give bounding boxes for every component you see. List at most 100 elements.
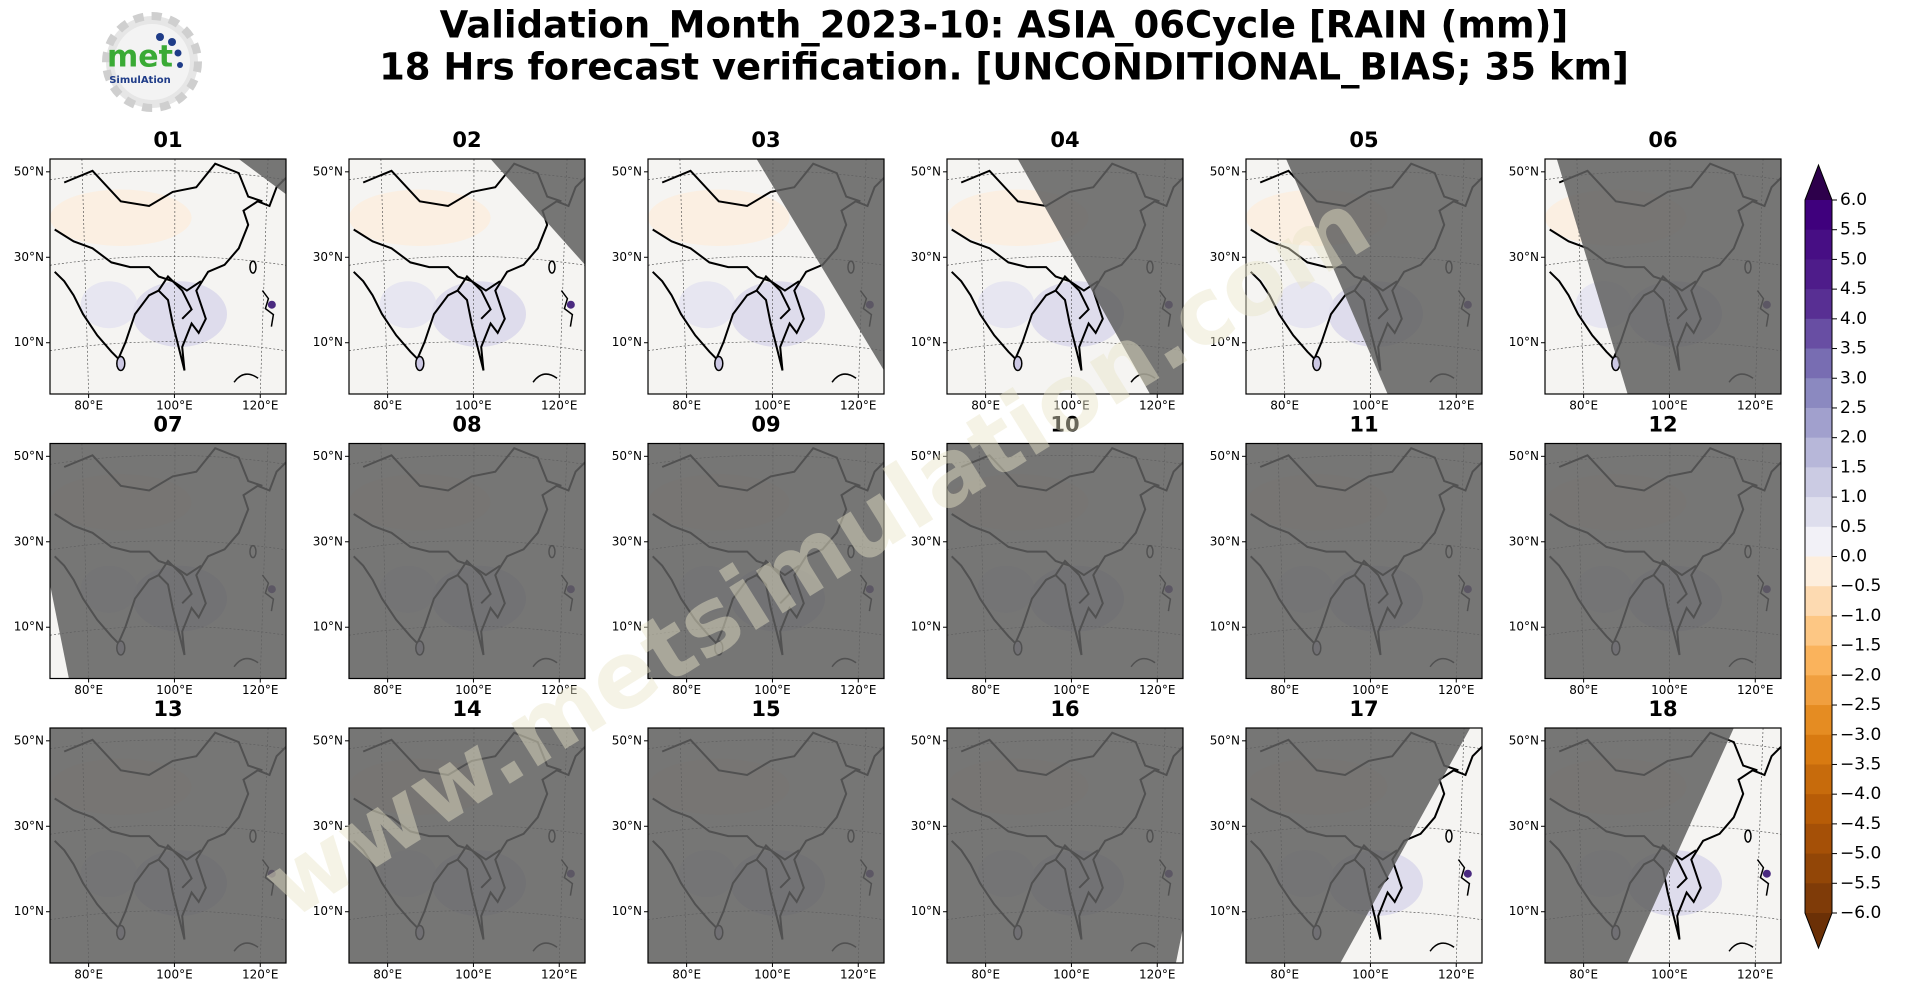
x-tick-label: 100°E <box>1053 399 1090 413</box>
rain-field <box>379 281 437 329</box>
night-shade <box>648 443 884 679</box>
panel-frame <box>1544 158 1782 395</box>
colorbar-tick-label: 1.5 <box>1840 457 1867 477</box>
graticule-line <box>1071 159 1073 394</box>
colorbar-bin <box>1805 615 1832 647</box>
y-tick-label: 10°N <box>1210 620 1240 634</box>
x-tick-label: 80°E <box>74 399 103 413</box>
y-tick-label: 10°N <box>1210 335 1240 349</box>
rain-field <box>50 189 192 246</box>
colorbar-tick-label: −1.0 <box>1840 606 1881 626</box>
night-shade <box>349 443 585 679</box>
colorbar-bin <box>1805 407 1832 439</box>
colorbar-tick-label: 3.5 <box>1840 339 1867 359</box>
y-tick-label: 10°N <box>1210 904 1240 918</box>
x-tick-label: 80°E <box>672 683 701 697</box>
coastline <box>54 228 202 292</box>
colorbar-extend-bottom <box>1805 913 1832 948</box>
night-shade <box>50 443 286 679</box>
y-tick-label: 50°N <box>1210 733 1240 747</box>
island <box>1445 829 1453 843</box>
panel-frame <box>1245 442 1483 680</box>
panel-title: 17 <box>1349 697 1378 721</box>
panel-title: 18 <box>1648 697 1677 721</box>
y-tick-label: 50°N <box>1509 449 1539 463</box>
graticule-line <box>259 159 269 394</box>
x-tick-label: 120°E <box>1737 399 1774 413</box>
logo-dot <box>168 38 176 46</box>
logo: met SimulAtion <box>102 12 202 112</box>
island <box>714 355 724 372</box>
island <box>532 373 558 383</box>
y-tick-label: 10°N <box>313 904 343 918</box>
map-panel: 10 50°N 30°N 10°N 80°E 100°E 120°E <box>911 413 1184 697</box>
colorbar-bin <box>1805 497 1832 528</box>
y-tick-label: 10°N <box>313 335 343 349</box>
map-panel: 08 50°N 30°N 10°N 80°E 100°E 120°E <box>313 413 586 697</box>
coastline <box>353 228 501 292</box>
island <box>1728 942 1754 952</box>
rain-field <box>566 300 575 309</box>
coastline <box>951 228 1099 292</box>
night-shade <box>756 159 884 371</box>
night-shade <box>1545 443 1781 679</box>
colorbar-bin <box>1805 348 1832 379</box>
coastline <box>456 274 492 320</box>
x-tick-label: 120°E <box>1139 683 1176 697</box>
graticule-line <box>50 341 286 352</box>
graticule-line <box>1455 728 1465 963</box>
x-tick-label: 80°E <box>971 968 1000 982</box>
x-tick-label: 100°E <box>1352 683 1389 697</box>
x-tick-label: 100°E <box>754 968 791 982</box>
island <box>1013 355 1023 372</box>
y-tick-label: 30°N <box>1509 250 1539 264</box>
night-shade <box>50 728 286 963</box>
island <box>1312 355 1322 372</box>
panel-title: 15 <box>751 697 780 721</box>
y-tick-label: 30°N <box>911 250 941 264</box>
colorbar-bin <box>1805 675 1832 706</box>
y-tick-label: 50°N <box>1509 733 1539 747</box>
graticule-line <box>772 159 774 394</box>
map-panel: 01 50°N 30°N 10°N 80°E 100°E 120°E <box>14 128 287 413</box>
x-tick-label: 100°E <box>156 968 193 982</box>
x-tick-label: 100°E <box>754 399 791 413</box>
rain-field <box>678 281 736 329</box>
y-tick-label: 30°N <box>313 534 343 548</box>
colorbar-tick-label: 1.0 <box>1840 487 1867 507</box>
y-tick-label: 10°N <box>612 620 642 634</box>
x-tick-label: 100°E <box>156 683 193 697</box>
graticule-line <box>1246 341 1482 352</box>
colorbar-bin <box>1805 526 1832 557</box>
colorbar-tick-label: 5.0 <box>1840 249 1867 269</box>
night-shade <box>947 443 1183 679</box>
panel-frame <box>49 727 287 964</box>
night-shade <box>648 728 884 963</box>
coastline <box>53 177 286 371</box>
map-panel: 11 50°N 30°N 10°N 80°E 100°E 120°E <box>1210 413 1483 697</box>
island <box>233 373 259 383</box>
y-tick-label: 50°N <box>911 449 941 463</box>
rain-field <box>132 281 227 347</box>
graticule-line <box>1576 159 1584 394</box>
y-tick-label: 50°N <box>911 733 941 747</box>
y-tick-label: 10°N <box>1509 335 1539 349</box>
colorbar-tick-label: −5.0 <box>1840 844 1881 864</box>
logo-dot <box>174 49 182 57</box>
y-tick-label: 10°N <box>14 904 44 918</box>
x-tick-label: 100°E <box>455 399 492 413</box>
y-tick-label: 10°N <box>911 335 941 349</box>
graticule-line <box>947 255 1183 266</box>
y-tick-label: 10°N <box>612 904 642 918</box>
colorbar-tick-label: −2.5 <box>1840 695 1881 715</box>
panel-frame <box>49 442 287 680</box>
panel-title: 14 <box>452 697 481 721</box>
map-panel: 09 50°N 30°N 10°N 80°E 100°E 120°E <box>612 413 885 697</box>
x-tick-label: 100°E <box>1651 399 1688 413</box>
y-tick-label: 30°N <box>911 819 941 833</box>
panel-title: 16 <box>1050 697 1079 721</box>
coastline <box>1054 274 1090 320</box>
y-tick-label: 10°N <box>14 335 44 349</box>
colorbar-bin <box>1805 378 1832 409</box>
colorbar-tick-label: 4.5 <box>1840 279 1867 299</box>
